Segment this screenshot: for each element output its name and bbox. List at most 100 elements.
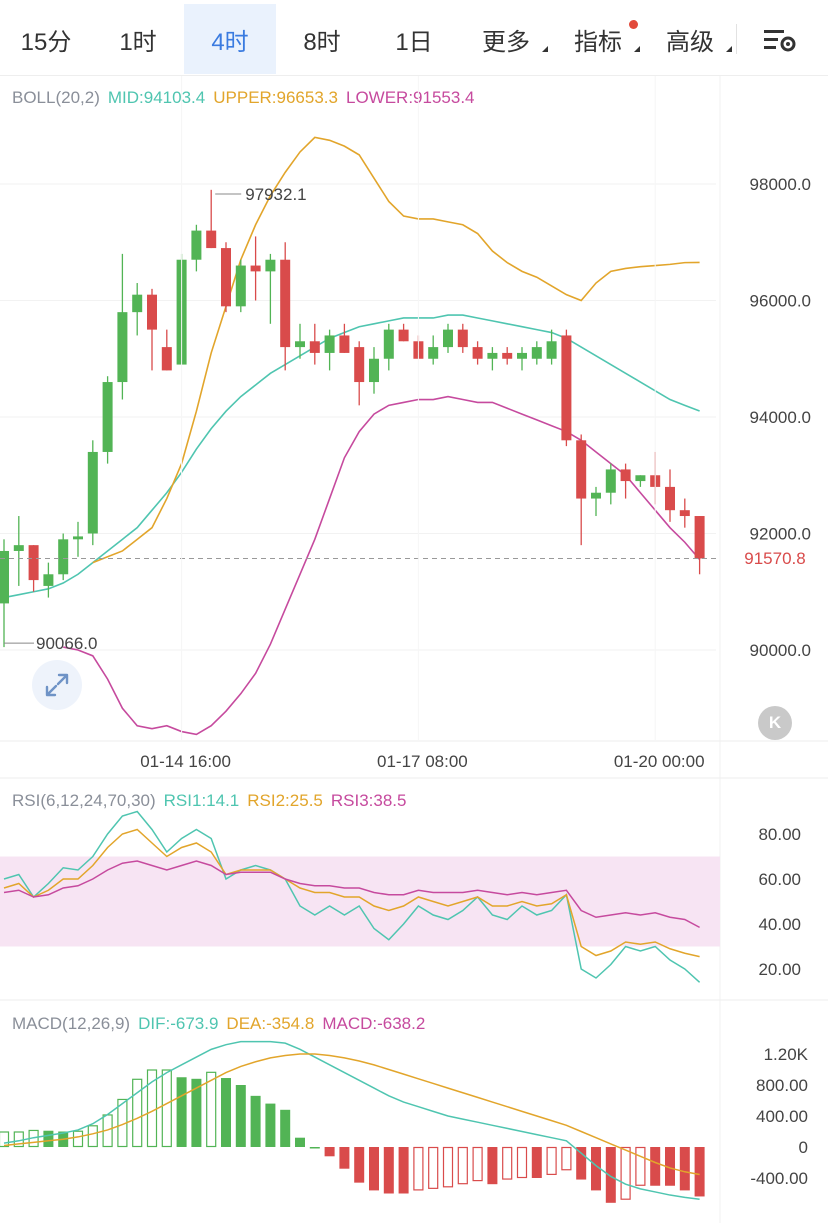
- candle-body: [280, 259, 291, 348]
- tab-more[interactable]: 更多: [460, 4, 552, 74]
- macd-histogram-bar: [428, 1146, 439, 1189]
- candle-body: [132, 294, 143, 313]
- macd-histogram-bar: [472, 1146, 483, 1182]
- boll-label: BOLL(20,2): [12, 88, 100, 107]
- tab-advanced[interactable]: 高级: [644, 4, 736, 74]
- macd-histogram-bar: [265, 1103, 276, 1147]
- macd-histogram-bar: [206, 1071, 217, 1148]
- macd-histogram-bar: [295, 1137, 305, 1147]
- macd-legend: MACD(12,26,9) DIF:-673.9 DEA:-354.8 MACD:-6…: [12, 1014, 433, 1034]
- macd-histogram-bar: [457, 1146, 468, 1185]
- boll-upper-value: UPPER:96653.3: [213, 88, 338, 107]
- timeframe-tab-bar: 15分 1时 4时 8时 1日 更多 指标 高级: [0, 0, 828, 76]
- macd-axis-tick-label: 1.20K: [764, 1045, 809, 1064]
- macd-histogram-bar: [235, 1085, 246, 1147]
- macd-histogram-bar: [87, 1125, 98, 1148]
- tab-divider: [736, 24, 737, 54]
- rsi-axis-tick-label: 20.00: [758, 960, 801, 979]
- last-price-label: 91570.8: [744, 549, 806, 568]
- tab-15min[interactable]: 15分: [0, 4, 92, 74]
- notification-dot-icon: [629, 20, 638, 29]
- tab-1d[interactable]: 1日: [368, 4, 460, 74]
- price-axis-tick-label: 94000.0: [750, 408, 811, 427]
- candle-body: [87, 451, 98, 534]
- candle-body: [58, 539, 69, 575]
- candle-body: [369, 358, 379, 383]
- rsi1-value: RSI1:14.1: [163, 791, 240, 810]
- tab-label: 1时: [119, 28, 157, 56]
- rsi-axis-tick-label: 40.00: [758, 915, 801, 934]
- tab-label: 8时: [303, 28, 341, 56]
- tab-4h[interactable]: 4时: [184, 4, 276, 74]
- macd-histogram-bar: [502, 1146, 513, 1180]
- macd-axis-tick-label: 0: [799, 1138, 808, 1157]
- candle-body: [13, 545, 24, 551]
- rsi-legend: RSI(6,12,24,70,30) RSI1:14.1 RSI2:25.5 RSI3…: [12, 791, 414, 811]
- tab-label: 指标: [574, 28, 622, 56]
- candle-body: [576, 440, 587, 499]
- macd-histogram-bar: [650, 1147, 661, 1186]
- macd-histogram-bar: [72, 1130, 84, 1148]
- macd-histogram-bar: [442, 1146, 454, 1188]
- rsi-band: [0, 856, 720, 947]
- candle-body: [472, 347, 483, 359]
- boll-upper-line: [92, 136, 700, 564]
- candle-body: [265, 259, 276, 272]
- candle-body: [531, 347, 542, 359]
- candle-body: [605, 469, 616, 493]
- time-axis-tick-label: 01-17 08:00: [377, 752, 468, 771]
- kline-back-button[interactable]: K: [758, 706, 792, 740]
- candle-body: [635, 475, 646, 482]
- macd-histogram-bar: [176, 1077, 187, 1147]
- boll-mid-line: [3, 314, 700, 599]
- expand-arrows-icon: [45, 673, 69, 697]
- macd-label: MACD(12,26,9): [12, 1014, 131, 1033]
- macd-histogram-bar: [694, 1147, 705, 1197]
- macd-histogram-bar: [487, 1147, 498, 1185]
- candle-body: [28, 545, 39, 581]
- last-price-tag: 91570.8: [722, 546, 828, 572]
- candle-body: [487, 352, 498, 359]
- k-letter-icon: K: [768, 713, 782, 732]
- candle-body: [620, 469, 631, 482]
- rsi2-value: RSI2:25.5: [247, 791, 323, 810]
- macd-histogram-bar: [0, 1131, 10, 1148]
- candle-body: [117, 312, 128, 383]
- candle-body: [383, 329, 394, 359]
- price-axis-tick-label: 96000.0: [750, 292, 811, 311]
- tab-indicators[interactable]: 指标: [552, 4, 644, 74]
- expand-button[interactable]: [32, 660, 82, 710]
- macd-axis-tick-label: -400.00: [750, 1169, 808, 1188]
- tab-8h[interactable]: 8时: [276, 4, 368, 74]
- dropdown-corner-icon: [726, 46, 732, 52]
- macd-histogram-bar: [250, 1095, 261, 1147]
- macd-histogram-bar: [280, 1109, 291, 1147]
- macd-histogram-bar: [43, 1130, 54, 1147]
- candle-body: [665, 486, 675, 511]
- candle-body: [679, 510, 690, 517]
- candle-body: [324, 335, 335, 353]
- macd-axis-tick-label: 800.00: [756, 1076, 808, 1095]
- candle-body: [517, 352, 527, 359]
- candle-body: [147, 294, 157, 330]
- candle-body: [354, 347, 365, 383]
- dif-line: [3, 1040, 700, 1200]
- macd-histogram-bar: [413, 1146, 424, 1191]
- tab-label: 1日: [395, 28, 433, 56]
- rsi3-value: RSI3:38.5: [330, 791, 407, 810]
- candle-body: [295, 341, 305, 348]
- indicator-settings-icon[interactable]: [762, 26, 798, 54]
- rsi-axis-tick-label: 60.00: [758, 870, 801, 889]
- price-axis-tick-label: 92000.0: [750, 525, 811, 544]
- candle-body: [561, 335, 572, 441]
- low-price-annotation: 90066.0: [36, 634, 97, 653]
- price-axis-tick-label: 98000.0: [750, 175, 811, 194]
- candle-body: [102, 382, 113, 452]
- macd-histogram-bar: [221, 1078, 231, 1147]
- tab-1h[interactable]: 1时: [92, 4, 184, 74]
- candle-body: [73, 536, 83, 540]
- dif-value: DIF:-673.9: [138, 1014, 219, 1033]
- candle-body: [398, 329, 409, 342]
- macd-axis-tick-label: 400.00: [756, 1107, 808, 1126]
